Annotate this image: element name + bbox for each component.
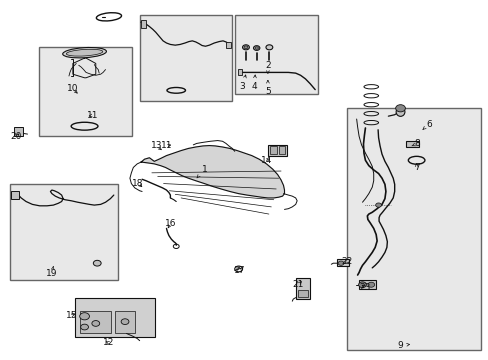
Bar — [238, 69, 242, 75]
Ellipse shape — [62, 48, 106, 58]
Bar — [14, 127, 23, 136]
Text: 11: 11 — [86, 111, 98, 120]
Circle shape — [375, 203, 381, 207]
Bar — [115, 311, 135, 333]
Bar — [295, 278, 310, 299]
Text: 10: 10 — [67, 84, 79, 93]
Circle shape — [92, 320, 100, 326]
Text: 21: 21 — [292, 280, 303, 289]
Circle shape — [81, 324, 88, 330]
Text: 18: 18 — [132, 179, 143, 188]
Ellipse shape — [66, 49, 102, 56]
Bar — [269, 146, 277, 154]
Bar — [141, 21, 146, 28]
Text: 8: 8 — [411, 139, 420, 148]
Text: 7: 7 — [413, 163, 419, 172]
Text: 2: 2 — [264, 61, 270, 73]
Text: 16: 16 — [164, 219, 176, 228]
Text: 19: 19 — [46, 266, 58, 278]
Text: 12: 12 — [103, 338, 114, 347]
Bar — [75, 298, 155, 337]
Circle shape — [80, 313, 89, 320]
Circle shape — [337, 261, 343, 265]
Bar — [267, 145, 287, 156]
Text: 15: 15 — [65, 311, 77, 320]
Ellipse shape — [254, 47, 258, 49]
Text: 17: 17 — [233, 266, 245, 275]
Bar — [346, 108, 480, 350]
Bar — [298, 290, 307, 297]
Text: 23: 23 — [359, 283, 370, 292]
Text: 14: 14 — [260, 156, 272, 165]
Text: 5: 5 — [264, 80, 270, 95]
Bar — [225, 41, 230, 48]
Text: 6: 6 — [422, 120, 431, 129]
Ellipse shape — [242, 45, 249, 50]
Ellipse shape — [244, 46, 247, 49]
Circle shape — [93, 260, 101, 266]
Bar — [336, 259, 348, 266]
Text: 9: 9 — [397, 341, 408, 350]
Text: 13: 13 — [151, 141, 162, 150]
Bar — [80, 311, 111, 333]
Bar — [140, 15, 232, 101]
Bar — [406, 140, 418, 147]
Text: 11: 11 — [161, 141, 172, 150]
Ellipse shape — [265, 45, 272, 50]
Bar — [234, 15, 317, 94]
Circle shape — [367, 282, 374, 287]
Text: 20: 20 — [11, 132, 22, 141]
Text: 4: 4 — [251, 75, 257, 91]
Bar — [39, 47, 132, 136]
Bar — [358, 280, 375, 289]
Text: 22: 22 — [341, 257, 352, 266]
Circle shape — [395, 105, 405, 112]
Text: 1: 1 — [197, 165, 207, 178]
Ellipse shape — [395, 107, 404, 116]
Bar — [11, 191, 19, 199]
Circle shape — [358, 282, 366, 288]
Bar — [278, 146, 285, 154]
Bar — [10, 184, 118, 280]
Ellipse shape — [253, 46, 259, 50]
Text: 3: 3 — [239, 75, 246, 91]
Polygon shape — [141, 145, 284, 198]
Circle shape — [121, 319, 129, 324]
